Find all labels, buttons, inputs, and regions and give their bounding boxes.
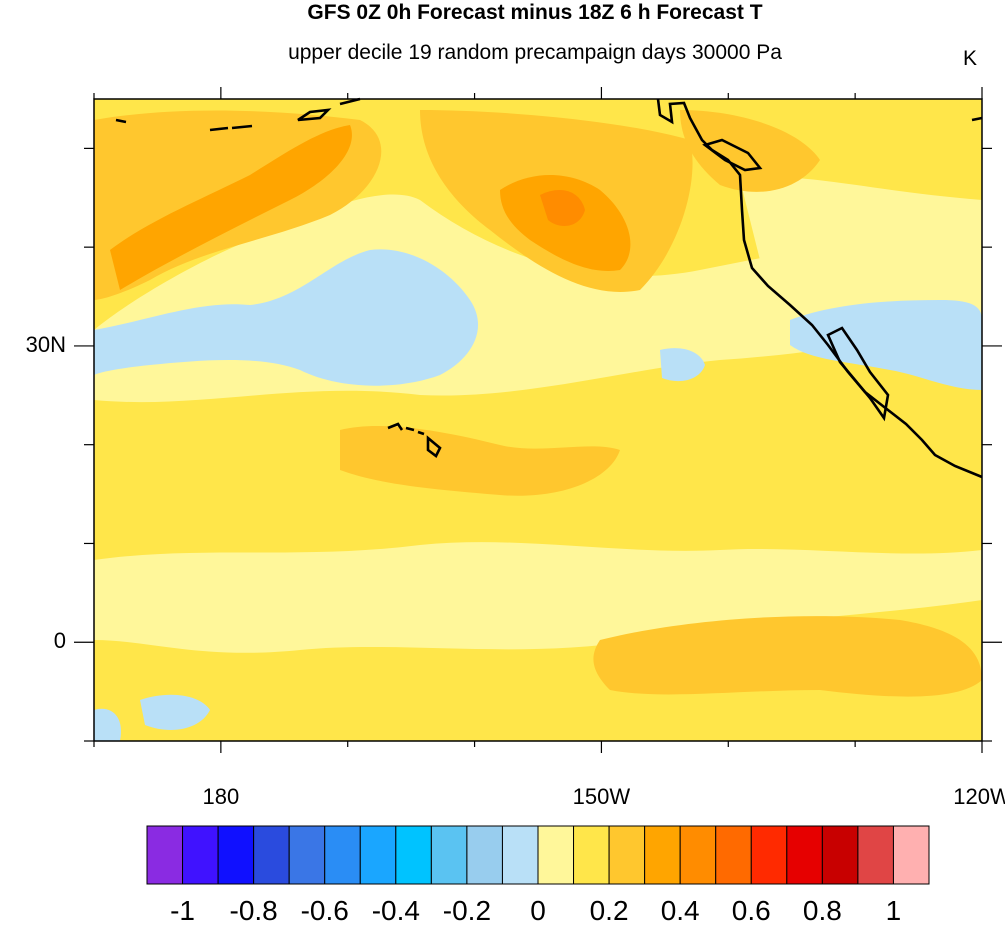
plot-frame	[93, 98, 983, 742]
colorbar-box	[821, 825, 859, 885]
colorbar-box	[750, 825, 788, 885]
pale-fill-south-band	[94, 542, 982, 653]
colorbar-tick-label: 1	[885, 895, 902, 926]
colorbar	[146, 825, 930, 885]
blue-fill-east	[790, 300, 982, 390]
north-america-coastline	[656, 98, 983, 479]
colorbar-box	[537, 825, 575, 885]
blue-fill-central-north	[94, 249, 479, 386]
colorbar-tick-label: 0.6	[731, 895, 771, 926]
far-west-island	[115, 118, 127, 124]
colorbar-box	[182, 825, 219, 885]
vancouver-island	[702, 138, 763, 172]
lon-label: 120W	[953, 784, 1005, 809]
blue-fill-southwest	[140, 694, 210, 730]
blue-fill-east-small	[660, 348, 705, 382]
map-title: GFS 0Z 0h Forecast minus 18Z 6 h Forecas…	[307, 1, 763, 24]
colorbar-tick-label: -0.6	[300, 895, 349, 926]
lon-label: 180	[202, 784, 240, 809]
orange-fill-northwest	[110, 125, 352, 290]
colorbar-box	[395, 825, 432, 885]
colorbar-tick-label: 0.2	[589, 895, 629, 926]
axis-ticks	[74, 87, 1002, 753]
hawaii-islands	[387, 422, 442, 458]
coastlines	[115, 97, 983, 479]
gold-fill-south-east	[593, 616, 982, 697]
colorbar-box	[608, 825, 646, 885]
colorbar-box	[359, 825, 397, 885]
colorbar-box	[573, 825, 610, 885]
baja-california	[826, 326, 890, 422]
colorbar-box	[679, 825, 717, 885]
northeast-corner-coast	[971, 116, 983, 122]
colorbar-box	[644, 825, 681, 885]
colorbar-box	[288, 825, 326, 885]
units-label: K	[963, 47, 978, 70]
contour-fills	[94, 99, 982, 741]
colorbar-tick-label: -0.8	[229, 895, 278, 926]
colorbar-box	[430, 825, 468, 885]
map-subtitle: upper decile 19 random precampaign days …	[288, 41, 782, 64]
pale-fill-west-coast	[740, 177, 982, 300]
colorbar-box	[146, 825, 184, 885]
aleutian-islands	[209, 97, 361, 132]
lon-label: 150W	[572, 784, 631, 809]
blue-fill-south-corner	[94, 708, 121, 741]
colorbar-tick-label: 0	[530, 895, 546, 926]
colorbar-box	[501, 825, 539, 885]
colorbar-box	[715, 825, 752, 885]
lat-label: 30N	[25, 331, 66, 357]
colorbar-tick-label: 0.8	[802, 895, 842, 926]
colorbar-box	[324, 825, 361, 885]
colorbar-box	[466, 825, 503, 885]
colorbar-box	[217, 825, 255, 885]
gold-fill-northeast	[680, 110, 820, 192]
colorbar-box	[892, 825, 930, 885]
colorbar-tick-label: -0.2	[442, 895, 492, 926]
colorbar-box	[786, 825, 823, 885]
colorbar-box	[253, 825, 290, 885]
gold-fill-hawaii-region	[340, 425, 620, 496]
darkorange-fill-north-central	[540, 190, 585, 226]
lat-label: 0	[53, 628, 66, 654]
colorbar-tick-label: -1	[170, 895, 195, 926]
colorbar-box	[857, 825, 894, 885]
colorbar-tick-label: -0.4	[371, 895, 420, 926]
colorbar-tick-label: 0.4	[660, 895, 700, 926]
